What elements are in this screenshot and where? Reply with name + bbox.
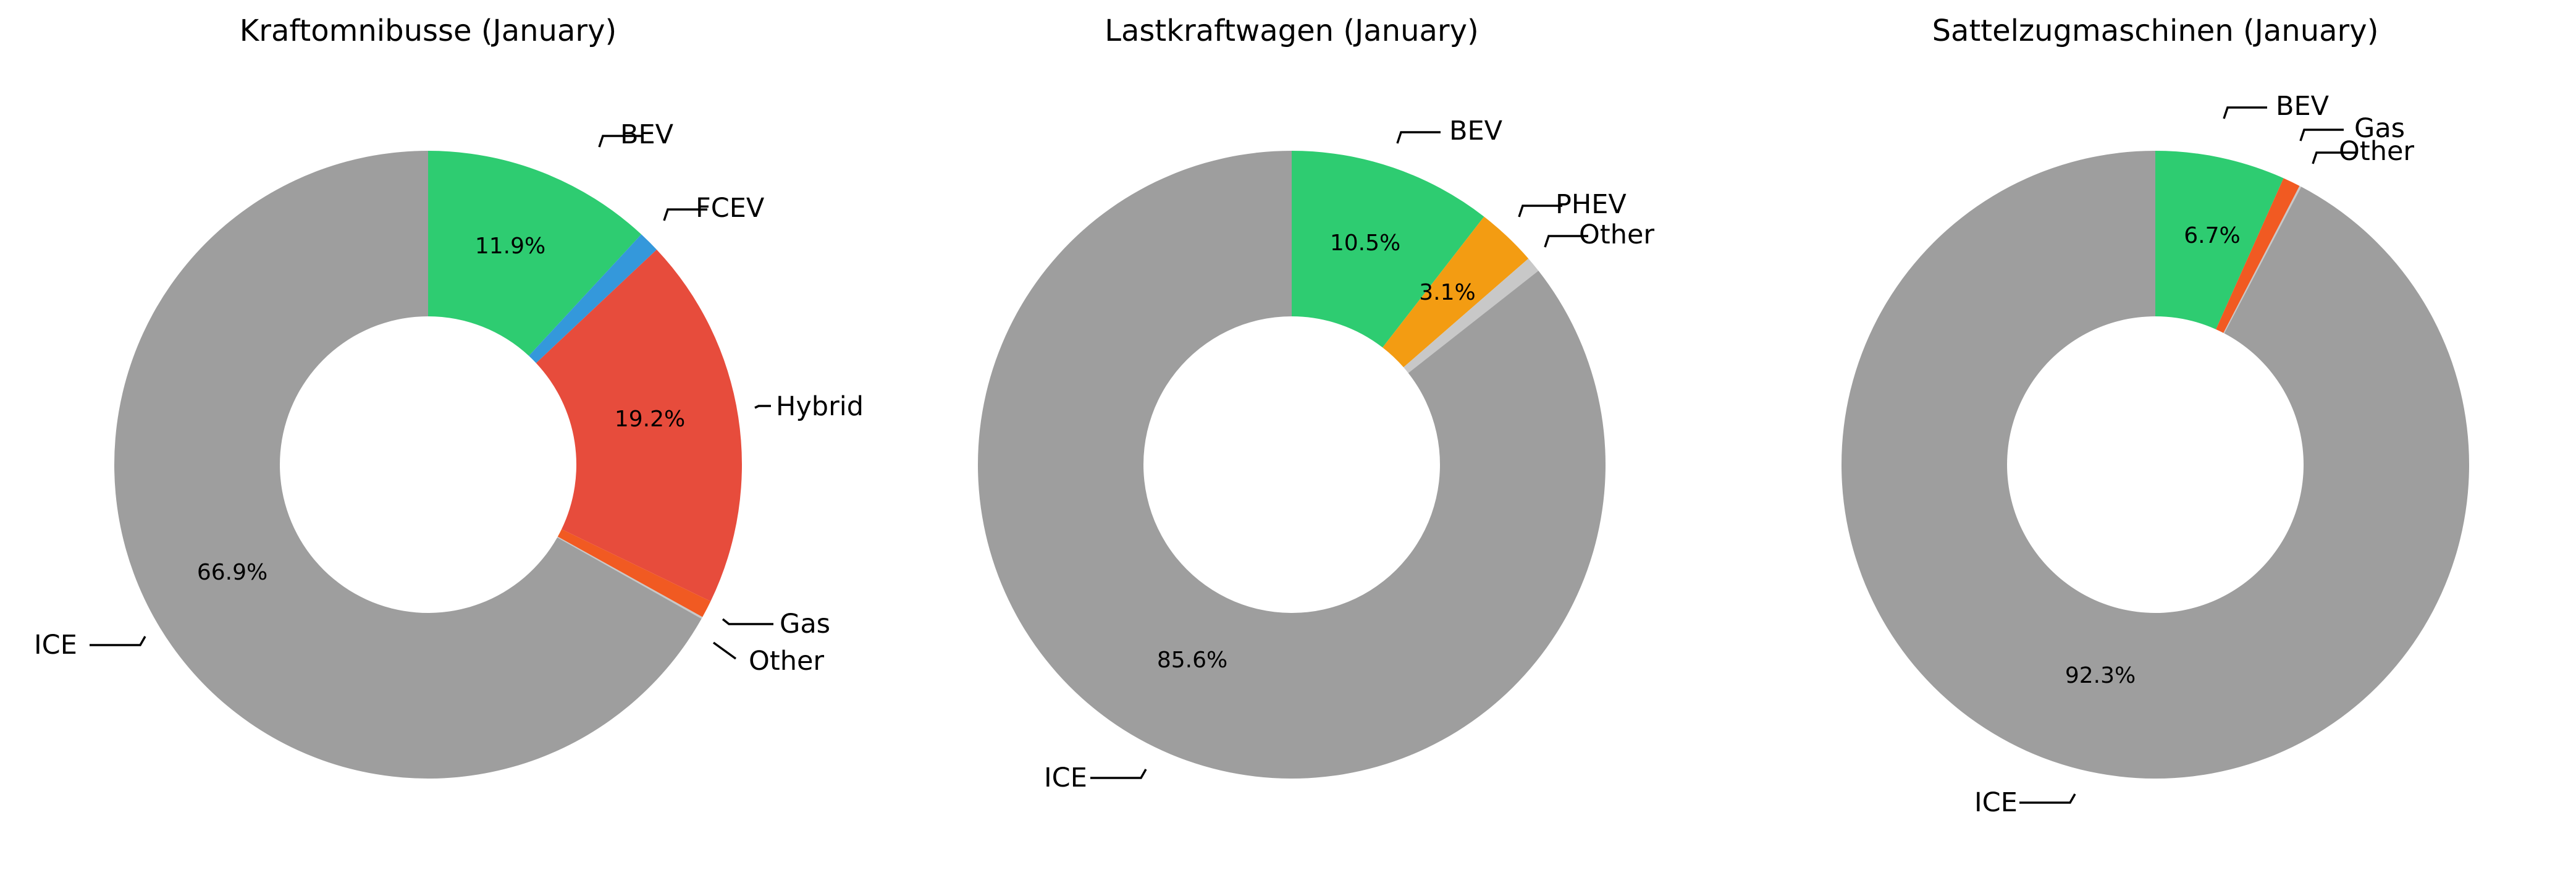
leader-line-fcev xyxy=(663,208,707,221)
category-label-hybrid: Hybrid xyxy=(776,391,864,422)
slice-other xyxy=(557,536,703,619)
slice-bev xyxy=(428,151,642,356)
pct-label-hybrid: 19.2% xyxy=(615,407,685,432)
chart-title: Kraftomnibusse (January) xyxy=(240,14,617,48)
slice-hybrid xyxy=(536,249,742,602)
pct-label-bev: 10.5% xyxy=(1330,230,1400,256)
pct-label-ice: 66.9% xyxy=(197,560,267,585)
pct-label-ice: 92.3% xyxy=(2065,663,2136,688)
slice-bev xyxy=(2155,151,2284,329)
slice-other xyxy=(1404,258,1539,373)
slice-gas xyxy=(557,529,711,617)
chart-kraftomnibusse: 11.9% 19.2% 66.9% BEV FCEV Hybrid Gas Other ICE K… xyxy=(34,14,864,779)
category-label-ice: ICE xyxy=(1974,787,2018,818)
pct-label-bev: 11.9% xyxy=(475,234,545,259)
leader-line-phev xyxy=(1518,205,1562,217)
category-label-bev: BEV xyxy=(1449,116,1503,146)
slice-phev xyxy=(1383,216,1529,368)
leader-line-hybrid xyxy=(754,405,771,409)
leader-line-gas xyxy=(2299,129,2344,141)
leader-line-ice xyxy=(2019,793,2076,804)
pct-label-ice: 85.6% xyxy=(1157,648,1227,673)
category-label-phev: PHEV xyxy=(1555,189,1627,220)
chart-title: Sattelzugmaschinen (January) xyxy=(1932,14,2379,48)
category-label-ice: ICE xyxy=(34,630,77,661)
leader-line-other xyxy=(2312,151,2356,164)
slice-bev xyxy=(1292,151,1484,348)
pct-label-bev: 6.7% xyxy=(2184,223,2240,248)
pct-label-phev: 3.1% xyxy=(1419,280,1475,305)
slice-fcev xyxy=(529,234,657,363)
slice-ice xyxy=(978,151,1606,779)
leader-line-bev xyxy=(598,135,642,148)
leader-line-other xyxy=(1544,235,1588,248)
leader-line-bev xyxy=(2223,106,2267,119)
chart-title: Lastkraftwagen (January) xyxy=(1105,14,1479,48)
slice-ice xyxy=(1842,151,2469,779)
leader-line-ice xyxy=(90,636,146,646)
category-label-fcev: FCEV xyxy=(696,193,765,224)
category-label-ice: ICE xyxy=(1044,762,1087,793)
leader-line-bev xyxy=(1396,131,1441,144)
category-label-gas: Gas xyxy=(2354,113,2405,144)
leader-line-ice xyxy=(1090,769,1147,779)
slice-ice xyxy=(114,151,702,779)
category-label-bev: BEV xyxy=(620,119,674,150)
category-label-other: Other xyxy=(2339,136,2414,167)
slice-other xyxy=(2223,185,2302,334)
category-label-bev: BEV xyxy=(2276,91,2330,122)
category-label-other: Other xyxy=(1579,219,1654,250)
leader-line-other xyxy=(712,641,737,660)
category-label-other: Other xyxy=(749,646,824,677)
slice-gas xyxy=(2216,178,2300,333)
leader-line-gas xyxy=(722,618,773,625)
category-label-gas: Gas xyxy=(780,609,830,640)
